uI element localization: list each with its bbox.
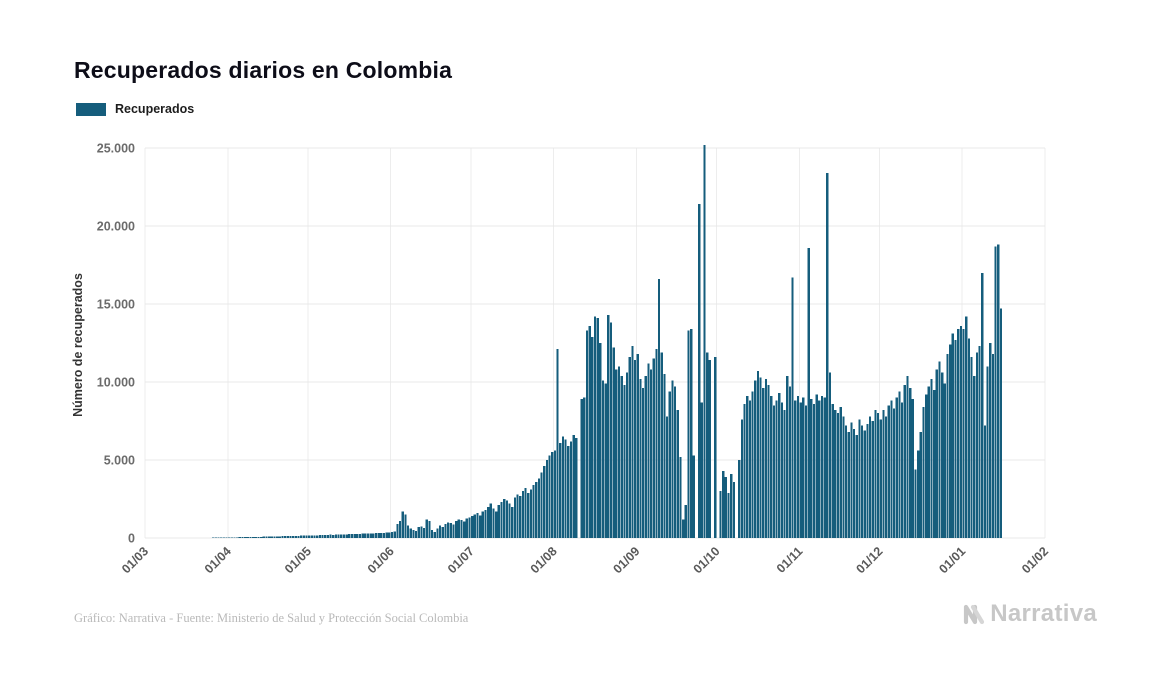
narrativa-logo: Narrativa: [961, 600, 1097, 628]
x-tick-label: 01/03: [119, 544, 151, 576]
legend: Recuperados: [76, 102, 194, 116]
x-tick-label: 01/04: [202, 544, 234, 576]
x-tick-label: 01/07: [445, 544, 477, 576]
x-tick-label: 01/12: [854, 544, 886, 576]
x-tick-label: 01/10: [691, 544, 723, 576]
x-tick-label: 01/11: [774, 544, 806, 576]
y-tick-label: 0: [128, 532, 135, 546]
x-tick-label: 01/01: [936, 544, 968, 576]
bar-series-recuperados: [163, 144, 1003, 538]
x-tick-label: 01/09: [610, 544, 642, 576]
y-tick-label: 15.000: [97, 298, 135, 312]
x-tick-label: 01/05: [282, 544, 314, 576]
x-tick-label: 01/06: [365, 544, 397, 576]
x-tick-label: 01/02: [1019, 544, 1051, 576]
chart-title: Recuperados diarios en Colombia: [74, 57, 453, 84]
narrativa-logo-text: Narrativa: [990, 600, 1097, 627]
x-tick-label: 01/08: [528, 544, 560, 576]
legend-label: Recuperados: [115, 102, 195, 116]
y-tick-label: 10.000: [97, 376, 135, 390]
y-tick-label: 25.000: [97, 142, 135, 156]
narrativa-logo-icon: [964, 604, 985, 625]
source-credit: Gráfico: Narrativa - Fuente: Ministerio …: [74, 611, 469, 625]
y-tick-label: 20.000: [97, 220, 135, 234]
y-tick-label: 5.000: [104, 454, 135, 468]
legend-swatch-icon: [76, 102, 106, 116]
